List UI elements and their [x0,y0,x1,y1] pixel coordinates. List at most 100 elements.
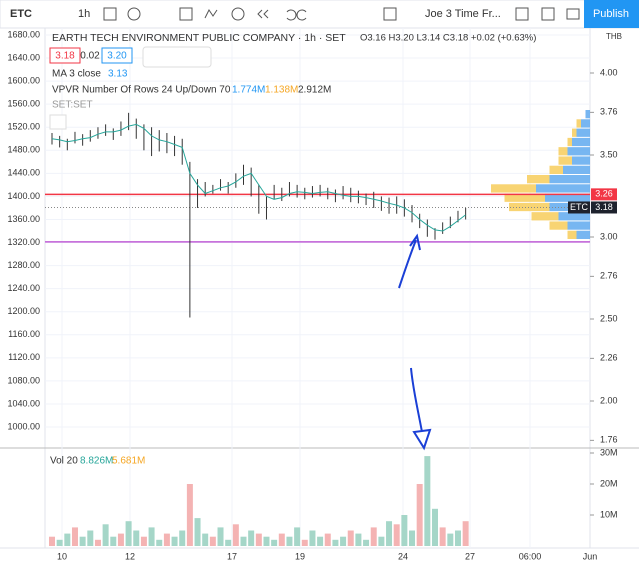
volume-bar [439,527,446,546]
layout-name[interactable]: Joe 3 Time Fr... [425,8,501,20]
volume-bar [363,539,370,546]
profile-down [572,128,577,137]
y-tick-label: 1320.00 [7,237,40,247]
volume-bar [447,533,454,546]
ma-label: MA 3 close [52,69,101,80]
drawing-tools[interactable] [142,46,212,68]
y-tick-label: 1200.00 [7,306,40,316]
volume-bar [263,536,270,546]
publish-button[interactable] [584,0,639,28]
volume-bar [386,521,393,546]
y-tick-label: 1440.00 [7,168,40,178]
volume-bar [179,530,186,546]
volume-bar [225,539,232,546]
bid: 3.18 [55,51,75,62]
y-tick-label: 1680.00 [7,29,40,39]
y-tick-label: 1160.00 [8,329,40,339]
volume-bar [424,456,431,546]
source: SET:SET [52,100,93,111]
volume-bar [324,533,331,546]
volume-bar [94,539,101,546]
ohlc: O3.16 H3.20 L3.14 C3.18 +0.02 (+0.63%) [360,33,536,44]
ask: 3.20 [107,51,127,62]
profile-up [549,175,590,184]
y-tick-label: 1480.00 [7,145,40,155]
volume-bar [194,518,201,546]
y2-tick-label: 2.26 [600,353,618,363]
profile-down [558,147,568,156]
currency: THB [606,32,622,41]
volume-bar [156,539,163,546]
volume-bar [401,515,408,546]
profile-down [567,137,572,147]
volume-bar [232,524,239,546]
toolbar-icons[interactable] [103,7,580,21]
volume-bar [240,536,247,546]
volume-bar [332,539,339,546]
x-tick-label: Jun [583,551,598,561]
y2-tick-label: 2.00 [600,395,618,405]
y-tick-label: 1240.00 [7,283,40,293]
volume-bar [271,539,278,546]
y-tick-label: 1640.00 [7,52,40,62]
volume-bar [87,530,94,546]
toolbar [0,0,639,29]
y2-tick-label: 3.00 [600,231,618,241]
vol-label: Vol 20 [50,456,78,467]
profile-up [536,184,590,193]
volume-bar [317,536,324,546]
volume-bar [347,530,354,546]
volume-bar [117,533,124,546]
collapse-button[interactable] [49,114,67,130]
volume-bar [248,530,255,546]
chart: 1680.00 1640.00 1600.00 1560.00 1520.00 1480.… [7,28,618,561]
volume-bar [355,533,362,546]
x-tick-label: 19 [295,551,305,561]
y-tick-label: 1040.00 [7,398,40,408]
last-name: ETC [570,202,589,212]
bid-box [49,47,81,64]
volume-bar [148,527,155,546]
profile-down [576,119,581,128]
volume-bar [56,539,63,546]
chart-title: EARTH TECH ENVIRONMENT PUBLIC COMPANY · … [52,32,346,44]
last-value: 3.18 [595,202,613,212]
y-tick-label: 1000.00 [7,421,40,431]
profile-down [509,202,550,212]
symbol[interactable]: ETC [10,8,32,20]
volume-bar [294,527,301,546]
last-badge [591,201,617,214]
x-tick-label: 17 [227,551,237,561]
interval[interactable]: 1h [78,8,90,20]
profile-up [576,230,590,239]
ask-box [101,47,133,64]
vol-value: 8.826M [80,456,113,467]
volume-bar [133,530,140,546]
volume-bar [125,521,132,546]
vol-tick-label: 30M [600,447,618,457]
volume-bar [71,527,78,546]
ma-value: 3.13 [108,69,128,80]
volume-bar [202,533,209,546]
y2-tick-label: 1.76 [600,435,618,445]
spread: 0.02 [80,51,100,62]
profile-down [549,165,563,174]
publish-label[interactable]: Publish [593,8,629,20]
volume-bar [140,536,147,546]
volume-bar [409,530,416,546]
profile-up [563,165,590,174]
y2-tick-label: 2.76 [600,271,618,281]
y-tick-label: 1080.00 [7,375,40,385]
y-tick-label: 1600.00 [7,75,40,85]
level-badge [591,188,617,201]
profile-up [585,110,590,119]
volume-bar [217,527,224,546]
vol-ma: 5.681M [112,456,145,467]
last-name-badge [568,201,590,214]
volume-bar [309,530,316,546]
y-tick-label: 1400.00 [7,191,40,201]
profile-up [567,221,590,230]
volume-bar [278,533,285,546]
